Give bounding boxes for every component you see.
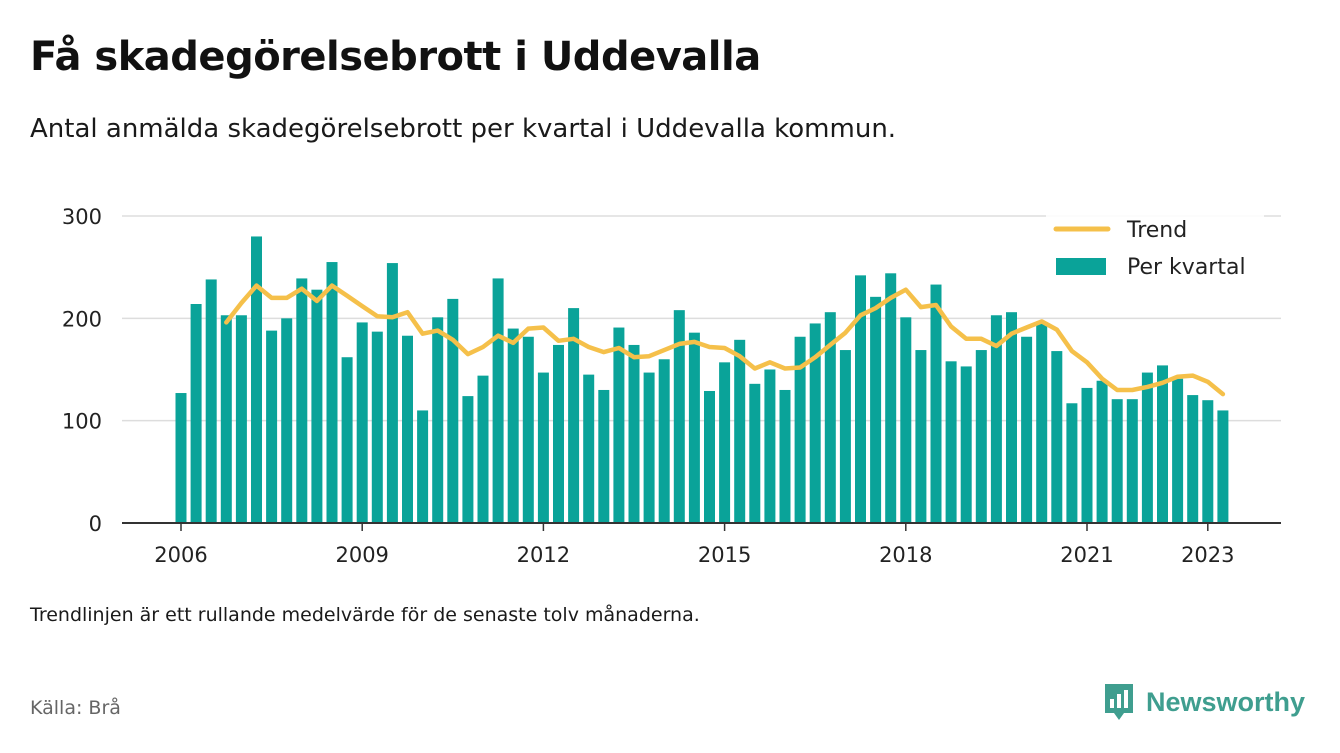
footnote: Trendlinjen är ett rullande medelvärde f… — [30, 604, 700, 626]
bar — [945, 361, 957, 523]
bar — [417, 410, 429, 523]
y-tick-label: 200 — [62, 307, 102, 331]
legend-trend-label: Trend — [1126, 218, 1187, 243]
bar — [1187, 395, 1199, 523]
bar — [749, 383, 761, 523]
bar — [432, 317, 444, 523]
bar — [839, 350, 851, 523]
bar — [326, 262, 338, 523]
bar — [266, 330, 278, 523]
bar — [975, 350, 987, 523]
bar — [175, 393, 187, 523]
brand-name: Newsworthy — [1146, 686, 1306, 717]
bar — [1157, 365, 1168, 523]
bar — [794, 336, 806, 523]
legend-bar-label: Per kvartal — [1127, 255, 1246, 280]
bar — [251, 236, 262, 523]
bar — [643, 372, 655, 523]
bar — [734, 339, 746, 523]
bar — [281, 318, 293, 523]
y-tick-label: 100 — [62, 410, 102, 434]
x-tick-label: 2021 — [1060, 543, 1113, 567]
bar — [960, 366, 972, 523]
bar — [1111, 399, 1123, 523]
brand-logo: Newsworthy — [1102, 682, 1305, 722]
bar — [1217, 410, 1229, 523]
trend-line — [224, 283, 1226, 397]
bar — [537, 372, 549, 523]
bar — [779, 389, 791, 523]
bar — [628, 344, 640, 523]
legend: Trend Per kvartal — [1046, 210, 1264, 288]
bar — [1036, 323, 1048, 523]
y-tick-label: 0 — [89, 512, 102, 536]
bar — [915, 350, 927, 523]
bar-chart-logo-icon — [1105, 684, 1133, 720]
bar — [1202, 400, 1214, 523]
bar — [900, 317, 912, 523]
bar — [220, 315, 232, 523]
bar — [190, 304, 202, 523]
bar — [296, 278, 308, 523]
x-tick-label: 2023 — [1181, 543, 1234, 567]
y-tick-label: 300 — [62, 205, 102, 229]
bar — [1141, 372, 1153, 523]
bar — [447, 298, 459, 523]
trend-series — [224, 283, 1226, 397]
bar — [1096, 380, 1108, 523]
bar — [688, 332, 700, 523]
bar — [1051, 351, 1063, 523]
x-tick-label: 2009 — [335, 543, 388, 567]
bar — [235, 315, 247, 523]
bar-series — [175, 236, 1229, 523]
bar — [402, 335, 413, 523]
bar — [492, 278, 504, 523]
bar — [870, 296, 882, 523]
chart-subtitle: Antal anmälda skadegörelsebrott per kvar… — [30, 114, 897, 144]
bar — [311, 289, 323, 523]
bar — [386, 263, 398, 523]
x-tick-label: 2015 — [698, 543, 751, 567]
bar — [930, 284, 942, 523]
bar — [1021, 336, 1033, 523]
bar — [568, 308, 580, 523]
bar — [341, 357, 353, 523]
bar — [583, 374, 595, 523]
x-tick-label: 2006 — [154, 543, 207, 567]
bar — [507, 328, 519, 523]
bar-chart: 0 100 200 300 2006 2009 2012 2015 2018 2021 2023 T… — [62, 205, 1281, 567]
axes: 0 100 200 300 2006 2009 2012 2015 2018 2021 2023 — [62, 205, 1281, 567]
bar — [764, 369, 776, 523]
bar — [658, 359, 670, 523]
bar — [522, 336, 534, 523]
bar — [809, 323, 821, 523]
legend-bar-swatch — [1056, 258, 1106, 275]
bar — [598, 389, 610, 523]
bar — [855, 275, 866, 523]
bar — [1081, 387, 1093, 523]
bar — [553, 344, 564, 523]
bar — [885, 273, 897, 523]
bar — [205, 279, 217, 523]
bar — [704, 390, 715, 523]
bar — [719, 362, 731, 523]
x-tick-label: 2012 — [517, 543, 570, 567]
source-credit: Källa: Brå — [30, 697, 121, 719]
bar — [462, 396, 474, 523]
bar — [371, 331, 383, 523]
bar — [1126, 399, 1138, 523]
x-tick-label: 2018 — [879, 543, 932, 567]
bar — [1172, 378, 1184, 523]
bar — [356, 322, 368, 523]
chart-title: Få skadegörelsebrott i Uddevalla — [30, 34, 761, 80]
bar — [824, 312, 836, 523]
bar — [1066, 403, 1078, 523]
bar — [477, 375, 489, 523]
bar — [673, 310, 685, 523]
bar — [990, 315, 1002, 523]
bar — [613, 327, 625, 523]
bar — [1006, 312, 1017, 523]
